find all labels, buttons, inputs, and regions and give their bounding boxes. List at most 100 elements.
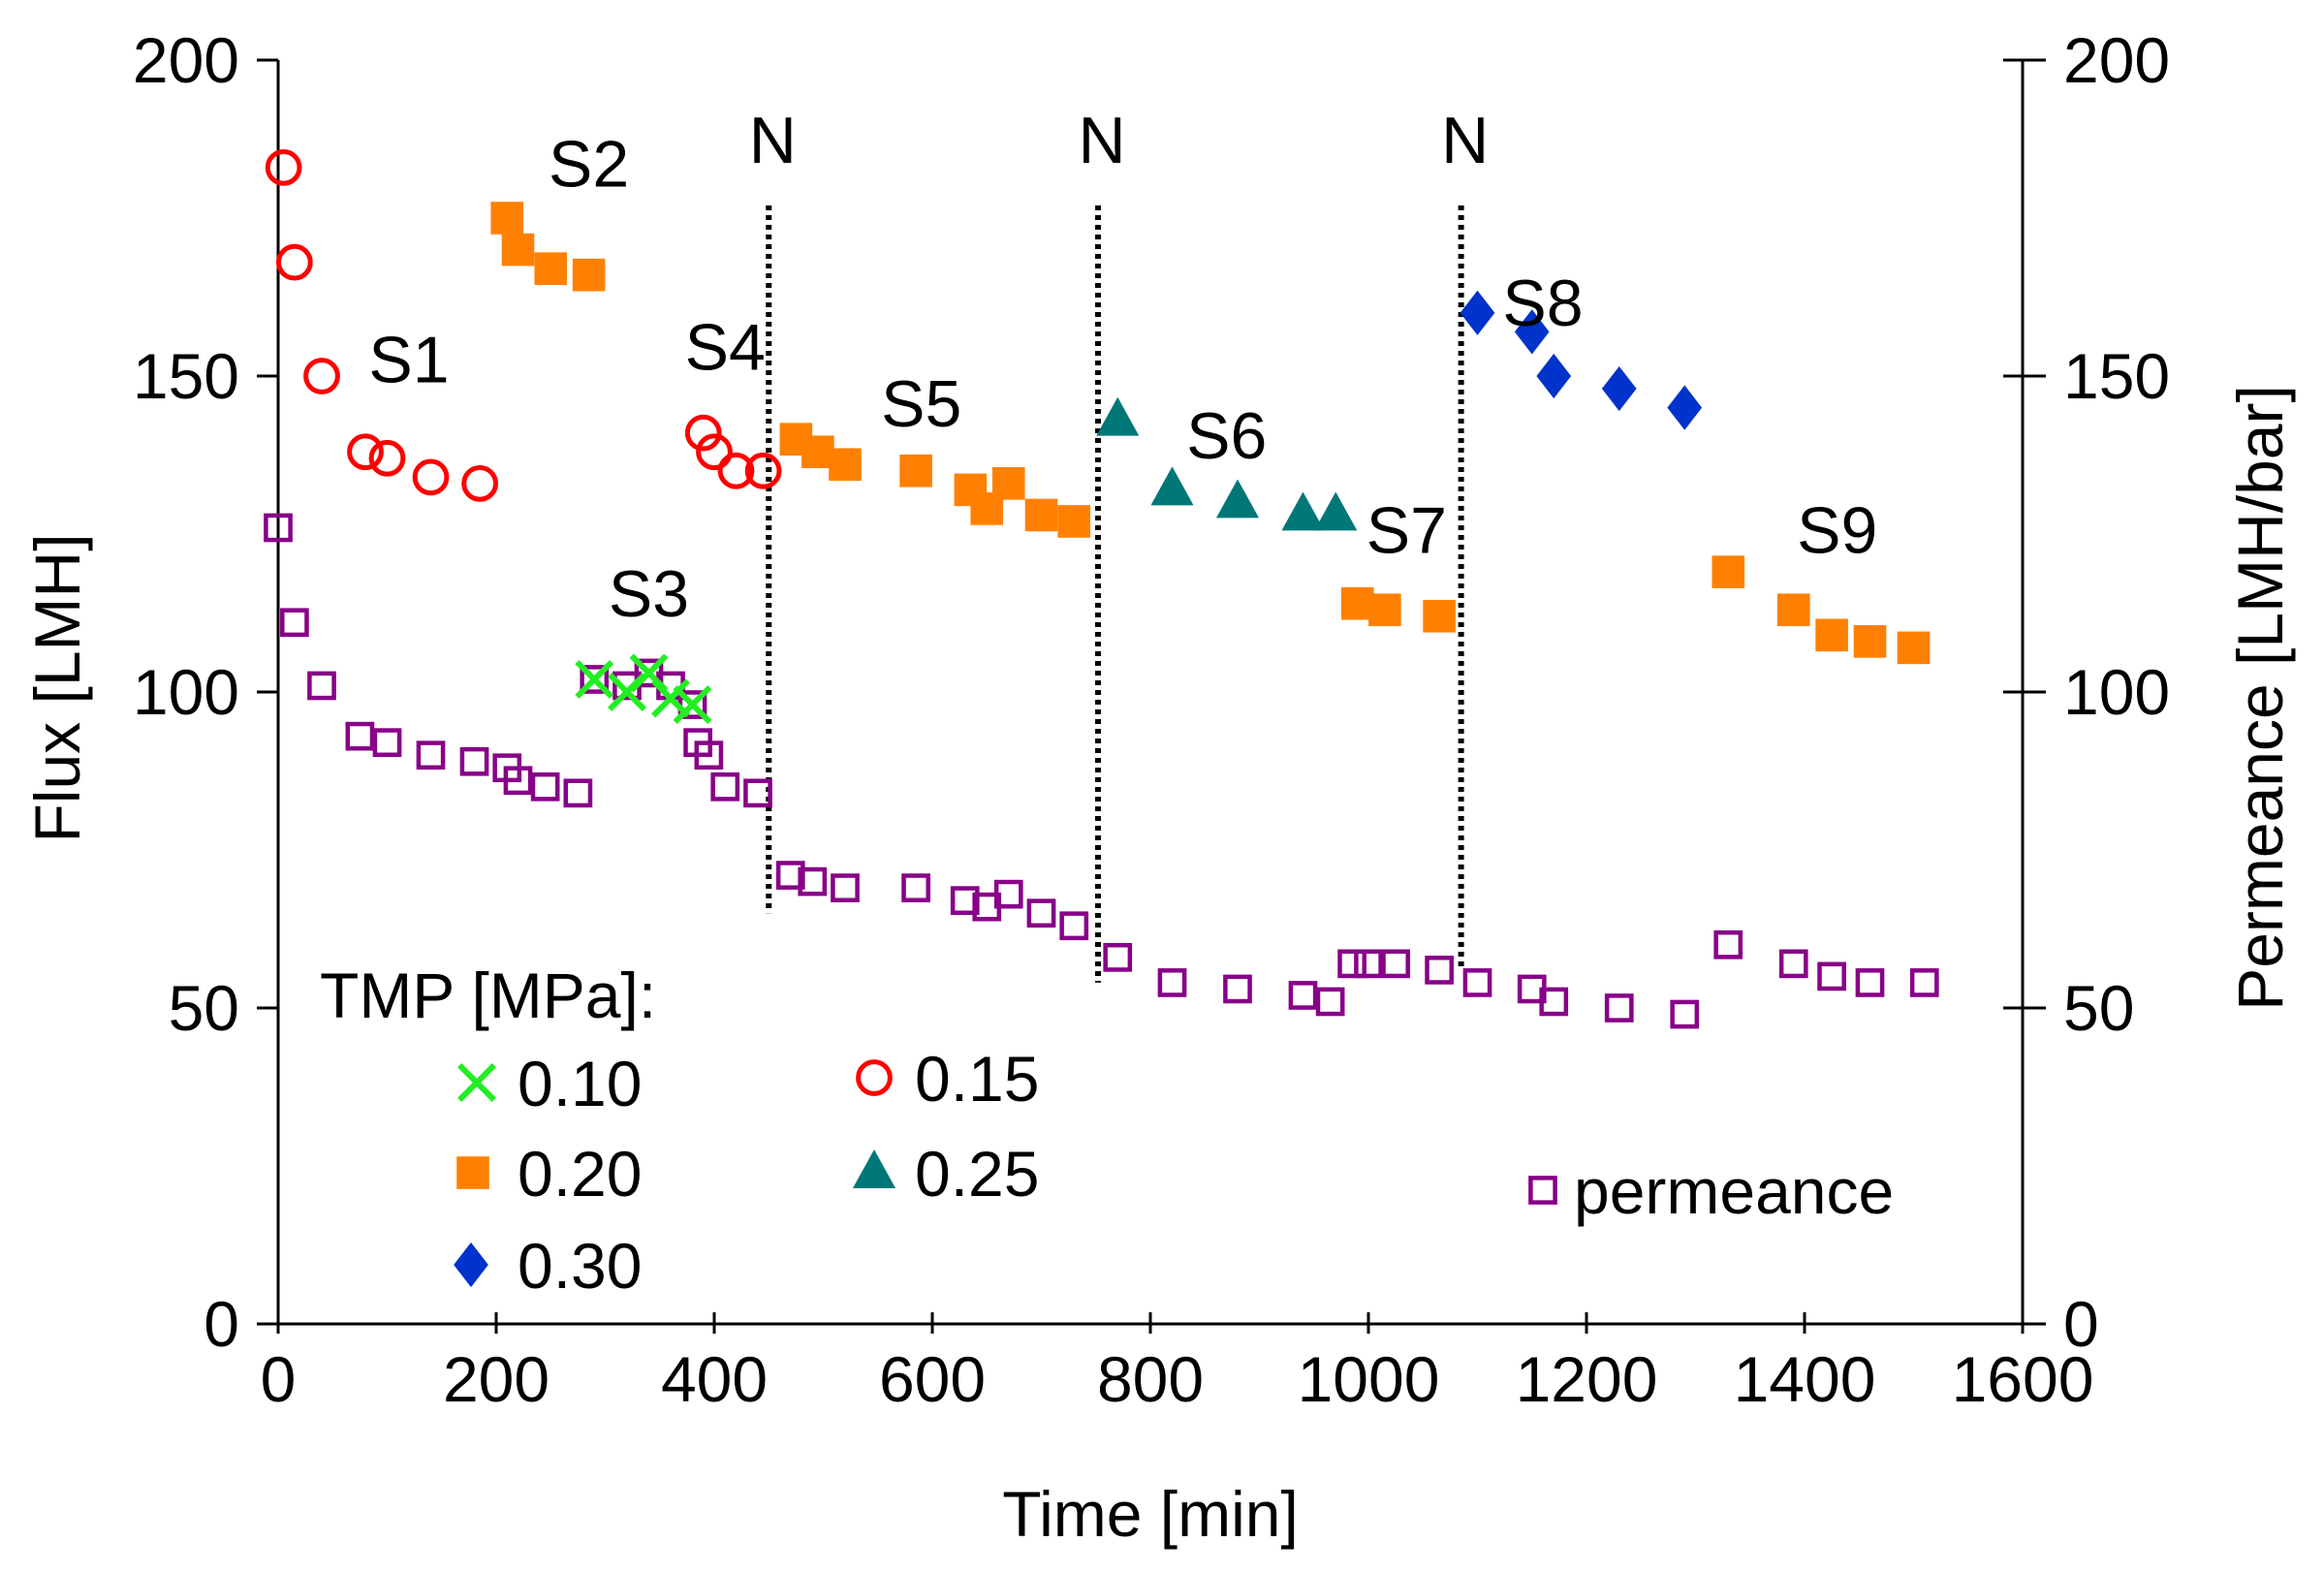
data-point xyxy=(993,879,1023,909)
data-point xyxy=(1604,993,1634,1022)
stage-label: S2 xyxy=(549,127,629,201)
x-axis-title: Time [min] xyxy=(1002,1478,1299,1550)
data-point xyxy=(1462,968,1492,997)
x-tick-label: 600 xyxy=(879,1343,986,1415)
y-tick-label: 0 xyxy=(204,1288,239,1360)
x-tick-label: 1200 xyxy=(1516,1343,1658,1415)
data-point xyxy=(1096,396,1140,436)
data-point xyxy=(1817,961,1846,991)
data-point xyxy=(1853,625,1887,658)
data-point xyxy=(673,685,712,725)
data-point xyxy=(1340,586,1374,620)
data-point xyxy=(1368,593,1401,627)
x-tick-label: 1600 xyxy=(1952,1343,2094,1415)
data-point xyxy=(307,671,336,701)
data-point xyxy=(503,766,533,796)
y2-axis-title: Permeance [LMH/bar] xyxy=(2224,385,2296,1011)
data-point xyxy=(1026,898,1056,928)
data-point xyxy=(530,771,560,802)
data-point xyxy=(1381,949,1410,979)
data-point xyxy=(1460,290,1495,335)
data-point xyxy=(1059,911,1089,941)
stage-label: S7 xyxy=(1366,494,1447,568)
divider-label: N xyxy=(1078,104,1125,177)
data-point xyxy=(1897,631,1931,665)
stage-label: S6 xyxy=(1186,399,1267,473)
data-point xyxy=(1670,999,1700,1029)
data-point xyxy=(575,659,614,699)
legend-label: 0.30 xyxy=(518,1230,642,1302)
data-point xyxy=(1354,949,1383,979)
data-point xyxy=(717,452,755,489)
data-point xyxy=(991,467,1025,500)
data-point xyxy=(1215,479,1260,519)
data-point xyxy=(1314,491,1358,531)
stage-label: S3 xyxy=(609,557,689,631)
series-0-20 xyxy=(490,202,1931,665)
data-point xyxy=(563,778,593,808)
data-point xyxy=(580,665,610,694)
legend-marker xyxy=(457,1063,496,1102)
data-point xyxy=(572,258,606,292)
legend-label: permeance xyxy=(1574,1155,1894,1227)
data-point xyxy=(275,243,313,281)
data-point xyxy=(1712,555,1745,588)
data-point xyxy=(501,233,535,267)
data-point xyxy=(264,513,293,543)
x-tick-label: 1000 xyxy=(1298,1343,1440,1415)
data-point xyxy=(347,433,384,471)
legend-marker xyxy=(456,1156,489,1189)
legend-marker xyxy=(454,1242,488,1288)
divider-label: N xyxy=(1441,104,1489,177)
series-permeance xyxy=(264,513,1939,1029)
data-point xyxy=(684,414,722,452)
data-point xyxy=(1057,505,1091,538)
y2-tick-label: 50 xyxy=(2063,972,2134,1044)
data-point xyxy=(1103,942,1133,972)
legend-marker xyxy=(856,1059,893,1096)
data-point xyxy=(1425,956,1454,985)
series-0-15 xyxy=(265,148,782,502)
y-tick-label: 200 xyxy=(133,24,239,96)
data-point xyxy=(1778,949,1808,979)
data-point xyxy=(1539,987,1569,1017)
y2-tick-label: 0 xyxy=(2063,1288,2099,1360)
data-point xyxy=(950,886,980,916)
data-point xyxy=(461,464,499,502)
series-0-30 xyxy=(1460,290,1703,430)
legend: TMP [MPa]: 0.10 0.15 0.20 0.25 0.30 permeance xyxy=(320,960,1894,1302)
series-0-10 xyxy=(575,653,712,725)
legend-title: TMP [MPa]: xyxy=(320,960,656,1031)
data-point xyxy=(534,252,568,285)
y-axis-title: Flux [LMH] xyxy=(21,533,93,842)
data-point xyxy=(1667,385,1703,430)
legend-label: 0.20 xyxy=(518,1138,642,1210)
data-point xyxy=(901,873,930,902)
y-tick-label: 150 xyxy=(133,340,239,412)
data-point xyxy=(829,448,862,482)
y2-tick-label: 150 xyxy=(2063,340,2170,412)
data-point xyxy=(694,740,724,771)
stage-labels: S1 S2 S3 S4 S5 S6 S7 S8 S9 xyxy=(368,127,1877,630)
x-tick-label: 0 xyxy=(261,1343,297,1415)
data-point xyxy=(651,678,690,718)
data-point xyxy=(1288,981,1318,1010)
x-tick-label: 200 xyxy=(443,1343,550,1415)
data-point xyxy=(368,439,406,477)
data-point xyxy=(775,861,805,890)
data-point xyxy=(345,721,375,751)
data-point xyxy=(490,202,524,235)
x-tick-label: 1400 xyxy=(1734,1343,1876,1415)
data-point xyxy=(265,148,302,186)
stage-label: S1 xyxy=(368,324,449,397)
data-point xyxy=(1150,466,1194,506)
x-tick-label: 400 xyxy=(661,1343,768,1415)
data-point xyxy=(899,455,932,488)
y2-tick-label: 200 xyxy=(2063,24,2170,96)
divider-label: N xyxy=(749,104,797,177)
data-point xyxy=(743,778,772,808)
y-tick-label: 50 xyxy=(169,972,239,1044)
legend-label: 0.10 xyxy=(518,1048,642,1119)
